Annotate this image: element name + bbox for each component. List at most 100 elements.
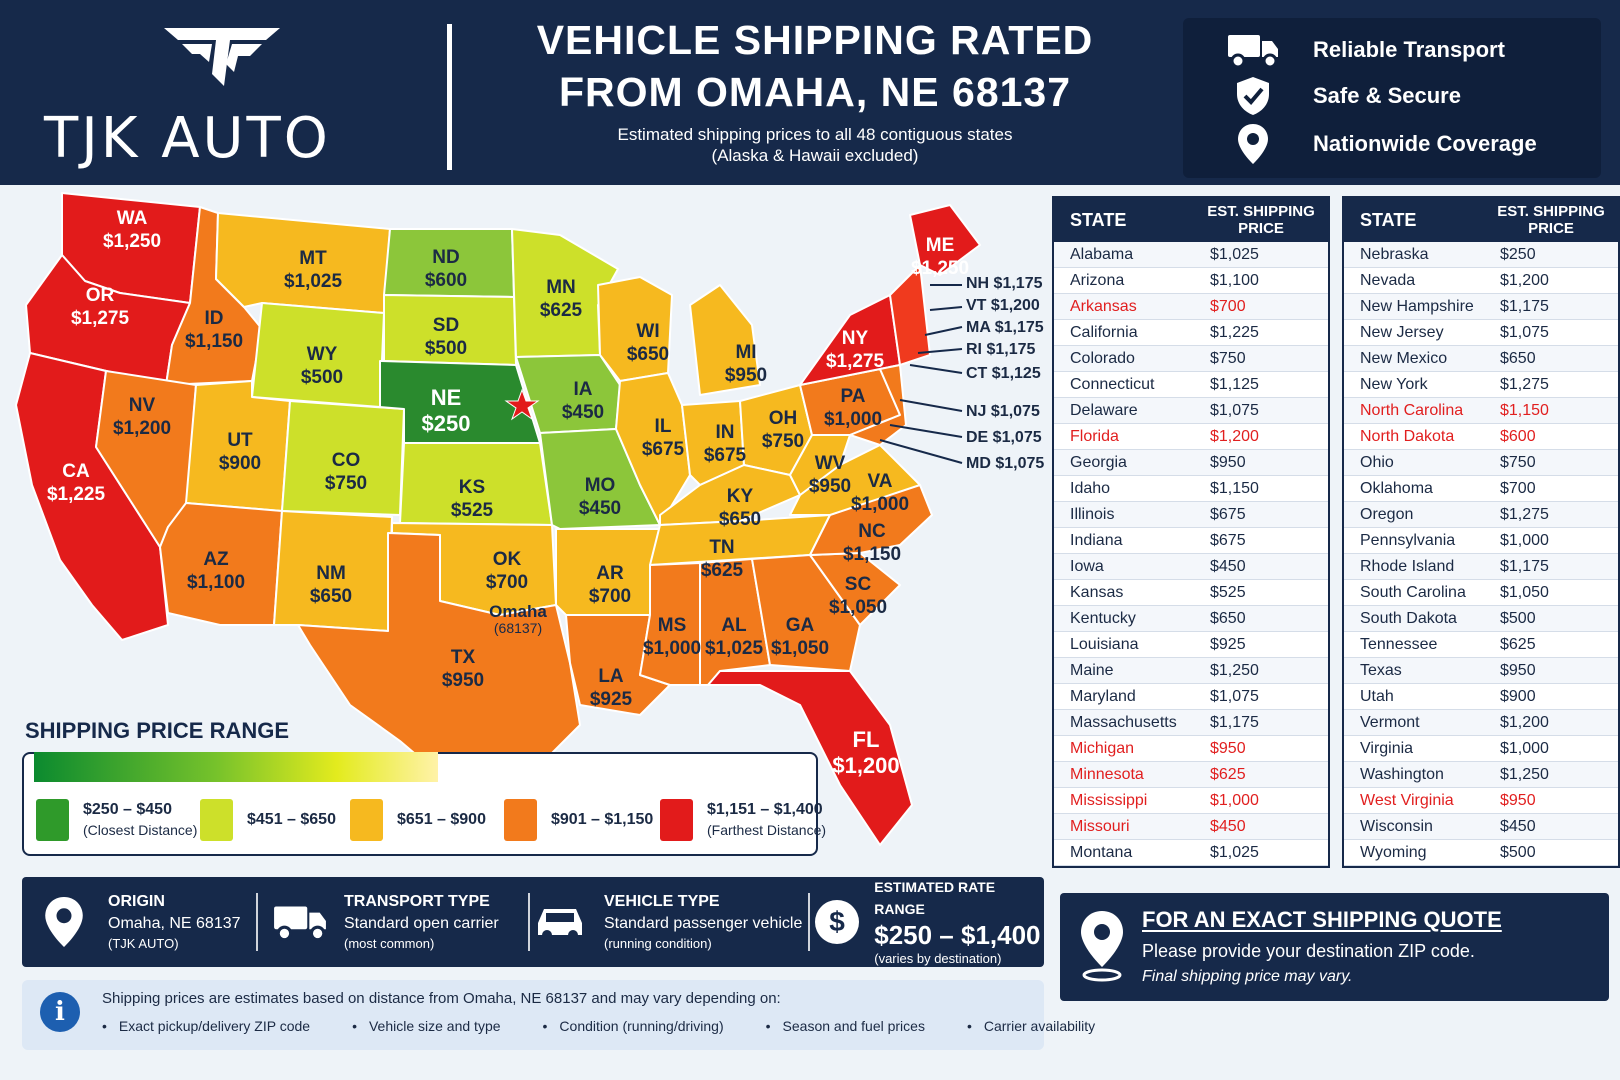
cell-price: $1,275 (1500, 505, 1549, 523)
table-row: Kansas $525 (1054, 580, 1328, 606)
legend-item-tier-3: $651 – $900 (350, 799, 486, 841)
state-me (909, 204, 981, 276)
origin-city: Omaha (489, 602, 547, 621)
cell-state: Utah (1360, 687, 1394, 705)
cell-state: New York (1360, 375, 1428, 393)
table-row: Alabama $1,025 (1054, 242, 1328, 268)
cell-state: Nevada (1360, 271, 1416, 289)
cell-state: North Dakota (1360, 427, 1455, 445)
table-row: South Dakota $500 (1344, 606, 1618, 632)
state-label-mt: MT $1,025 (283, 248, 343, 292)
table-row: California $1,225 (1054, 320, 1328, 346)
cell-price: $1,200 (1500, 713, 1549, 731)
us-map-svg (15, 192, 981, 846)
state-label-wa: WA $1,250 (102, 208, 162, 252)
location-pin-icon (36, 895, 92, 949)
cell-state: West Virginia (1360, 791, 1454, 809)
price-table-right: STATE EST. SHIPPING PRICE Nebraska $250 Ne… (1342, 196, 1620, 868)
state-label-ca: CA $1,225 (46, 461, 106, 505)
table-row: Maryland $1,075 (1054, 684, 1328, 710)
ne-label-ma: MA $1,175 (966, 319, 1044, 336)
cell-state: Massachusetts (1070, 713, 1177, 731)
state-label-ne: NE $250 (421, 385, 471, 436)
cell-price: $600 (1500, 427, 1536, 445)
legend-swatch (350, 799, 383, 841)
state-label-ky: KY $650 (718, 486, 762, 530)
legend-range: $1,151 – $1,400 (707, 801, 823, 818)
table-row: Illinois $675 (1054, 502, 1328, 528)
state-label-wy: WY $500 (300, 344, 344, 388)
info-sub: (most common) (344, 936, 435, 951)
info-rate-range: $ ESTIMATED RATE RANGE $250 – $1,400 (va… (810, 877, 1044, 967)
cell-state: Illinois (1070, 505, 1115, 523)
table-row: Pennsylvania $1,000 (1344, 528, 1618, 554)
info-heading: VEHICLE TYPE (604, 893, 720, 910)
cell-price: $650 (1500, 349, 1536, 367)
table-header: STATE EST. SHIPPING PRICE (1344, 198, 1618, 242)
note-bullet: Carrier availability (967, 1018, 1095, 1034)
state-label-il: IL $675 (641, 416, 685, 460)
features-panel: Reliable Transport Safe & Secure Nationw… (1183, 18, 1601, 178)
page-subtitle: Estimated shipping prices to all 48 cont… (470, 124, 1160, 166)
cell-price: $450 (1210, 557, 1246, 575)
cell-state: Virginia (1360, 739, 1414, 757)
table-header: STATE EST. SHIPPING PRICE (1054, 198, 1328, 242)
table-row: Michigan $950 (1054, 736, 1328, 762)
header-divider (447, 24, 452, 170)
cell-price: $500 (1500, 843, 1536, 861)
legend-item-tier-4: $901 – $1,150 (504, 799, 653, 841)
table-row: Nebraska $250 (1344, 242, 1618, 268)
state-label-id: ID $1,150 (184, 308, 244, 352)
table-row: Oregon $1,275 (1344, 502, 1618, 528)
table-row: Washington $1,250 (1344, 762, 1618, 788)
table-row: New Hampshire $1,175 (1344, 294, 1618, 320)
info-divider (528, 893, 530, 951)
state-label-tn: TN $625 (700, 537, 744, 581)
title-line-1: VEHICLE SHIPPING RATED (536, 17, 1094, 63)
cell-state: South Dakota (1360, 609, 1457, 627)
state-label-tx: TX $950 (441, 647, 485, 691)
table-row: Kentucky $650 (1054, 606, 1328, 632)
state-label-ok: OK $700 (485, 549, 529, 593)
info-value: Omaha, NE 68137 (108, 915, 241, 932)
info-heading: ORIGIN (108, 893, 165, 910)
shield-check-icon (1223, 74, 1283, 118)
state-label-al: AL $1,025 (704, 615, 764, 659)
cell-price: $925 (1210, 635, 1246, 653)
legend-swatch (200, 799, 233, 841)
feature-label: Safe & Secure (1313, 83, 1461, 108)
legend-item-tier-5: $1,151 – $1,400 (Farthest Distance) (660, 799, 826, 841)
cell-state: New Hampshire (1360, 297, 1474, 315)
table-row: Vermont $1,200 (1344, 710, 1618, 736)
cell-price: $675 (1210, 505, 1246, 523)
info-value: Standard open carrier (344, 915, 499, 932)
column-header-price: EST. SHIPPING PRICE (1497, 203, 1605, 237)
brand-logo[interactable]: TJK AUTO (40, 18, 410, 171)
column-header-price: EST. SHIPPING PRICE (1207, 203, 1315, 237)
cell-state: Wyoming (1360, 843, 1427, 861)
cell-price: $1,175 (1500, 557, 1549, 575)
state-new-england (889, 264, 931, 366)
cell-state: Minnesota (1070, 765, 1144, 783)
cell-price: $1,175 (1500, 297, 1549, 315)
state-label-ms: MS $1,000 (642, 615, 702, 659)
state-mi (689, 284, 761, 396)
table-row: Massachusetts $1,175 (1054, 710, 1328, 736)
info-value: $250 – $1,400 (874, 920, 1041, 950)
feature-reliable-transport: Reliable Transport (1223, 28, 1505, 72)
state-ga (751, 554, 861, 672)
ne-label-nh: NH $1,175 (966, 275, 1043, 292)
table-row: Arizona $1,100 (1054, 268, 1328, 294)
legend-range: $901 – $1,150 (551, 811, 654, 828)
state-label-ga: GA $1,050 (770, 615, 830, 659)
note-bullet: Vehicle size and type (352, 1018, 501, 1034)
cell-state: Idaho (1070, 479, 1111, 497)
quote-heading[interactable]: FOR AN EXACT SHIPPING QUOTE (1142, 907, 1502, 932)
state-label-fl: FL $1,200 (832, 727, 900, 778)
dollar-icon: $ (810, 898, 864, 946)
cell-state: Florida (1070, 427, 1119, 445)
cell-state: New Jersey (1360, 323, 1444, 341)
exact-quote-box[interactable]: FOR AN EXACT SHIPPING QUOTE Please provi… (1060, 893, 1609, 1001)
state-label-mn: MN $625 (539, 277, 583, 321)
cell-state: Indiana (1070, 531, 1123, 549)
